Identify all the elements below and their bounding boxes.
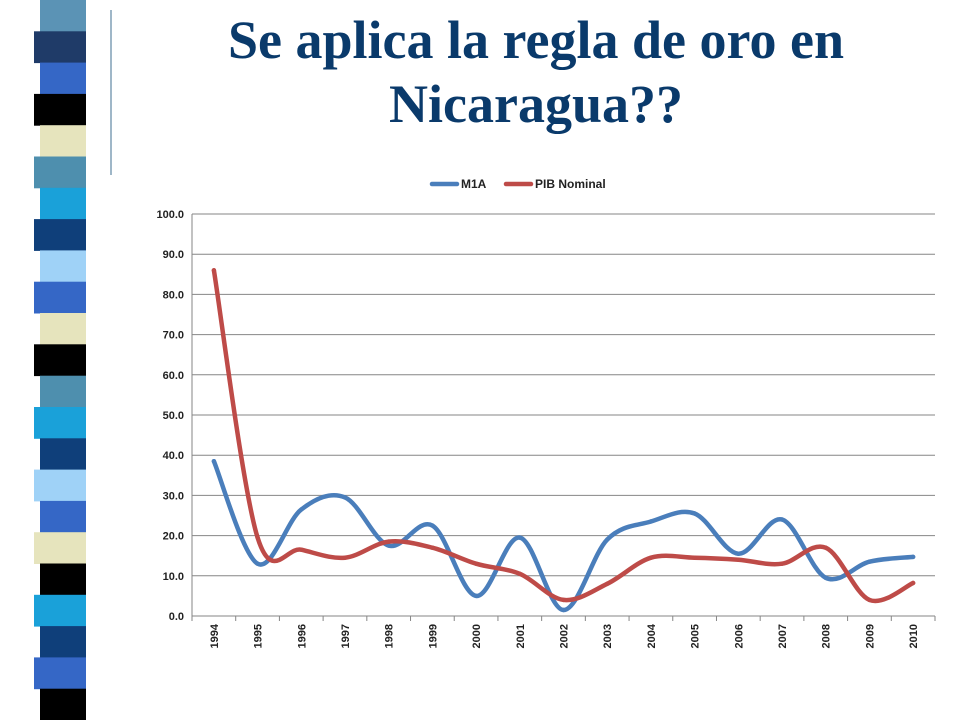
strip-block bbox=[34, 344, 86, 377]
strip-block bbox=[40, 0, 86, 32]
y-tick-label: 60.0 bbox=[163, 370, 184, 382]
y-tick-label: 30.0 bbox=[163, 490, 184, 502]
x-tick-label: 2000 bbox=[471, 624, 483, 648]
y-tick-label: 20.0 bbox=[163, 531, 184, 543]
data-point bbox=[823, 545, 828, 550]
y-tick-label: 90.0 bbox=[163, 249, 184, 261]
strip-block bbox=[40, 375, 86, 408]
data-point bbox=[386, 539, 391, 544]
x-tick-label: 2002 bbox=[559, 624, 571, 648]
strip-block bbox=[34, 532, 86, 564]
data-point bbox=[910, 580, 916, 586]
strip-block bbox=[40, 187, 86, 220]
slide-title-line-2: Nicaragua?? bbox=[389, 74, 683, 134]
data-point bbox=[473, 561, 479, 566]
data-point bbox=[299, 547, 304, 552]
x-tick-label: 2010 bbox=[908, 624, 920, 648]
data-point bbox=[736, 557, 741, 562]
x-tick-label: 2009 bbox=[864, 624, 876, 648]
strip-block bbox=[40, 688, 86, 720]
strip-block bbox=[40, 626, 86, 658]
slide-title-line-1: Se aplica la regla de oro en bbox=[228, 10, 844, 70]
x-tick-label: 2008 bbox=[821, 624, 833, 648]
data-point bbox=[648, 555, 654, 560]
data-point bbox=[910, 554, 916, 560]
data-point bbox=[779, 517, 785, 522]
data-point bbox=[211, 268, 217, 273]
data-point bbox=[386, 543, 391, 548]
y-tick-label: 70.0 bbox=[163, 330, 184, 342]
series-line-2 bbox=[211, 268, 916, 604]
data-point bbox=[255, 561, 260, 566]
x-tick-label: 2006 bbox=[733, 624, 745, 648]
data-point bbox=[867, 597, 872, 603]
slide-title: Se aplica la regla de oro en Nicaragua?? bbox=[112, 8, 960, 136]
y-axis-ticks: 0.0 10.0 20.0 30.0 40.0 50.0 60.0 70.0 80.0 90.0 1… bbox=[156, 209, 184, 623]
x-tick-label: 2001 bbox=[515, 624, 527, 648]
y-tick-label: 10.0 bbox=[163, 571, 184, 583]
x-tick-label: 1995 bbox=[253, 624, 265, 648]
data-point bbox=[692, 511, 697, 516]
data-point bbox=[867, 559, 872, 564]
data-point bbox=[605, 581, 610, 586]
data-point bbox=[255, 535, 260, 540]
strip-block bbox=[34, 657, 86, 690]
data-point bbox=[211, 459, 217, 464]
series-2 bbox=[211, 268, 916, 604]
data-point bbox=[473, 593, 479, 599]
y-tick-label: 80.0 bbox=[163, 289, 184, 301]
x-tick-label: 1998 bbox=[384, 624, 396, 648]
gridlines bbox=[192, 213, 935, 617]
legend-label: M1A bbox=[461, 177, 487, 191]
strip-block bbox=[40, 125, 86, 157]
x-tick-label: 2004 bbox=[646, 623, 658, 648]
data-point bbox=[342, 555, 348, 560]
strip-block bbox=[34, 281, 86, 314]
data-point bbox=[736, 551, 741, 556]
strip-block bbox=[34, 469, 86, 502]
data-point bbox=[779, 561, 785, 566]
strip-block bbox=[40, 62, 86, 95]
legend-label: PIB Nominal bbox=[535, 177, 606, 191]
x-axis-ticks: 1994 1995 1996 1997 1998 1999 2000 2001 2002 2003… bbox=[191, 616, 936, 648]
y-tick-label: 40.0 bbox=[163, 450, 184, 462]
strip-block bbox=[40, 438, 86, 471]
data-point bbox=[517, 535, 522, 540]
line-chart: 0.0 10.0 20.0 30.0 40.0 50.0 60.0 70.0 80.0 90.0 1… bbox=[156, 177, 936, 648]
y-tick-label: 100.0 bbox=[156, 209, 184, 221]
strip-block bbox=[40, 313, 86, 345]
data-point bbox=[648, 519, 654, 524]
data-point bbox=[561, 607, 566, 613]
x-tick-label: 2007 bbox=[777, 624, 789, 648]
strip-edge-line bbox=[110, 10, 112, 175]
data-point bbox=[561, 597, 566, 603]
strip-block bbox=[34, 594, 86, 627]
strip-block bbox=[34, 93, 86, 126]
strip-block bbox=[40, 250, 86, 283]
data-point bbox=[430, 523, 435, 528]
data-point bbox=[342, 495, 348, 500]
x-tick-label: 1994 bbox=[209, 623, 221, 648]
y-tick-label: 0.0 bbox=[169, 611, 184, 623]
data-point bbox=[517, 571, 522, 576]
x-tick-label: 2005 bbox=[690, 624, 702, 648]
data-point bbox=[430, 545, 435, 550]
strip-block bbox=[40, 563, 86, 596]
data-point bbox=[692, 555, 697, 560]
y-tick-label: 50.0 bbox=[163, 410, 184, 422]
legend: M1A PIB Nominal bbox=[429, 177, 606, 191]
data-point bbox=[823, 575, 828, 580]
data-point bbox=[299, 507, 304, 512]
x-tick-label: 1999 bbox=[427, 624, 439, 648]
data-point bbox=[605, 537, 610, 542]
decorative-side-strip bbox=[34, 0, 112, 720]
strip-block bbox=[34, 31, 86, 64]
strip-block bbox=[34, 407, 86, 439]
x-tick-label: 1996 bbox=[296, 624, 308, 648]
x-tick-label: 1997 bbox=[340, 624, 352, 648]
strip-block bbox=[40, 500, 86, 533]
x-tick-label: 2003 bbox=[602, 624, 614, 648]
strip-block bbox=[34, 156, 86, 189]
strip-block bbox=[34, 219, 86, 251]
